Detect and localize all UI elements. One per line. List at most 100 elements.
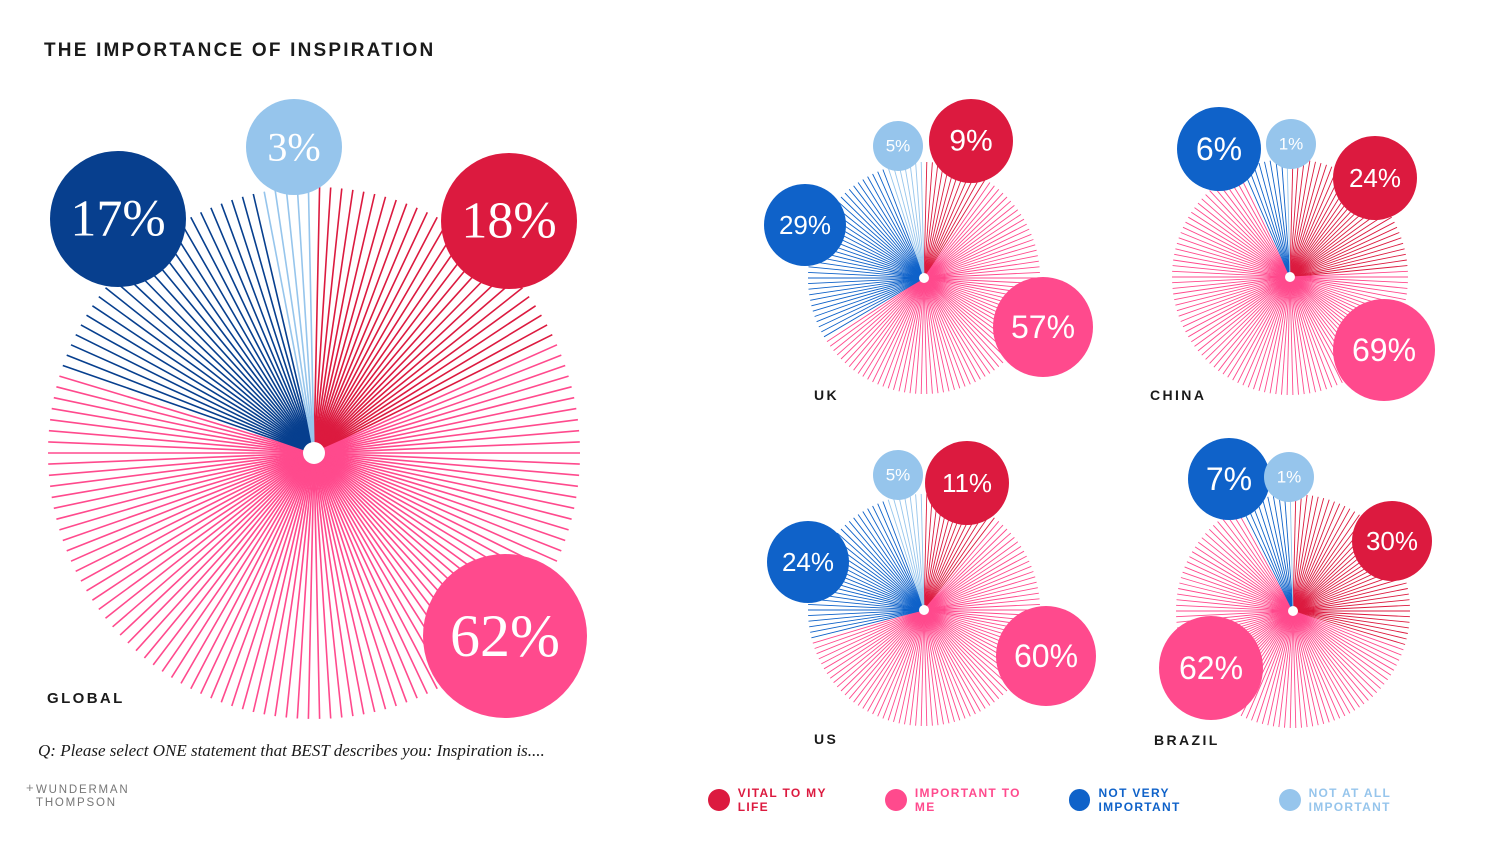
ray-not-very — [105, 287, 315, 454]
ray-not-very — [882, 169, 925, 279]
ray-important — [826, 609, 925, 674]
ray-important — [1264, 276, 1291, 393]
ray-important — [1175, 276, 1291, 306]
ray-important — [816, 609, 925, 655]
ray-important — [1289, 276, 1311, 394]
ray-not-very — [1269, 160, 1291, 278]
ray-important — [923, 192, 1004, 279]
ray-vital — [923, 162, 933, 279]
ray-important — [923, 277, 1000, 367]
ray-important — [923, 277, 950, 392]
ray-important — [1197, 276, 1291, 352]
ray-important — [66, 452, 315, 552]
ray-important — [143, 452, 315, 659]
ray-vital — [313, 278, 516, 454]
value-bubble-not-at-all: 3% — [246, 99, 342, 195]
ray-important — [898, 609, 925, 724]
ray-important — [877, 609, 925, 717]
ray-important — [1184, 566, 1294, 612]
chart-legend: VITAL TO MY LIFE IMPORTANT TO ME NOT VER… — [708, 786, 1500, 814]
ray-important — [1292, 610, 1400, 661]
ray-vital — [1289, 159, 1305, 278]
ray-important — [313, 452, 321, 719]
ray-important — [1289, 276, 1343, 383]
ray-important — [923, 255, 1038, 279]
ray-important — [1292, 610, 1381, 689]
bubble-circle-not-very — [764, 184, 846, 266]
ray-important — [1173, 276, 1291, 295]
ray-important — [893, 609, 925, 723]
ray-important — [923, 239, 1034, 279]
ray-important — [1292, 610, 1378, 694]
ray-vital — [313, 333, 553, 454]
ray-not-at-all — [904, 495, 925, 611]
ray-not-very — [241, 196, 315, 454]
ray-important — [1292, 610, 1397, 666]
ray-important — [313, 429, 580, 454]
ray-important — [814, 609, 925, 649]
ray-vital — [313, 203, 408, 454]
ray-important — [1230, 511, 1294, 612]
ray-vital — [1289, 259, 1407, 278]
ray-not-very — [808, 609, 925, 617]
ray-not-very — [810, 255, 925, 279]
ray-important — [1247, 276, 1291, 388]
ray-vital — [313, 234, 467, 454]
ray-important — [833, 609, 925, 683]
ray-vital — [1292, 511, 1356, 612]
ray-vital — [923, 171, 971, 279]
ray-important — [313, 452, 558, 562]
ray-important — [1292, 610, 1374, 698]
plus-icon: + — [26, 780, 36, 795]
ray-important — [105, 452, 315, 619]
ray-important — [923, 598, 1040, 611]
ray-vital — [923, 179, 986, 279]
ray-important — [893, 277, 925, 391]
bubble-value-not-at-all: 5% — [886, 137, 911, 156]
ray-important — [313, 452, 343, 718]
chart-rays — [48, 187, 580, 719]
ray-important — [857, 609, 925, 706]
bubble-value-vital: 30% — [1366, 526, 1418, 556]
ray-vital — [1292, 514, 1360, 612]
bubble-circle-not-at-all — [873, 121, 923, 171]
ray-vital — [923, 161, 928, 279]
ray-important — [1218, 276, 1291, 372]
ray-important — [1292, 610, 1360, 708]
ray-important — [923, 214, 1022, 279]
ray-vital — [1292, 610, 1406, 645]
ray-important — [1292, 610, 1392, 676]
ray-important — [252, 452, 315, 713]
ray-vital — [923, 517, 995, 611]
ray-important — [1292, 610, 1356, 711]
ray-important — [923, 244, 1036, 279]
ray-not-very — [170, 227, 315, 454]
ray-important — [180, 452, 315, 684]
ray-important — [872, 277, 925, 383]
ray-important — [909, 609, 925, 726]
legend-swatch-important — [885, 789, 907, 811]
bubble-circle-vital — [441, 153, 577, 289]
ray-not-very — [252, 193, 315, 454]
ray-important — [49, 452, 315, 488]
ray-important — [1292, 610, 1388, 681]
ray-important — [1182, 276, 1291, 328]
ray-important — [1237, 276, 1291, 383]
ray-vital — [923, 167, 961, 279]
ray-vital — [313, 254, 493, 454]
ray-important — [840, 277, 925, 360]
ray-important — [904, 277, 925, 393]
ray-vital — [1292, 582, 1407, 612]
ray-important — [872, 609, 925, 715]
ray-vital — [313, 187, 332, 454]
ray-important — [1175, 248, 1291, 278]
ray-important — [923, 182, 991, 279]
ray-vital — [1292, 494, 1308, 612]
ray-important — [882, 277, 925, 387]
ray-important — [923, 223, 1027, 279]
ray-important — [923, 537, 1015, 611]
ray-important — [923, 581, 1037, 611]
ray-important — [923, 521, 1000, 611]
ray-important — [75, 452, 315, 573]
ray-important — [313, 354, 562, 454]
